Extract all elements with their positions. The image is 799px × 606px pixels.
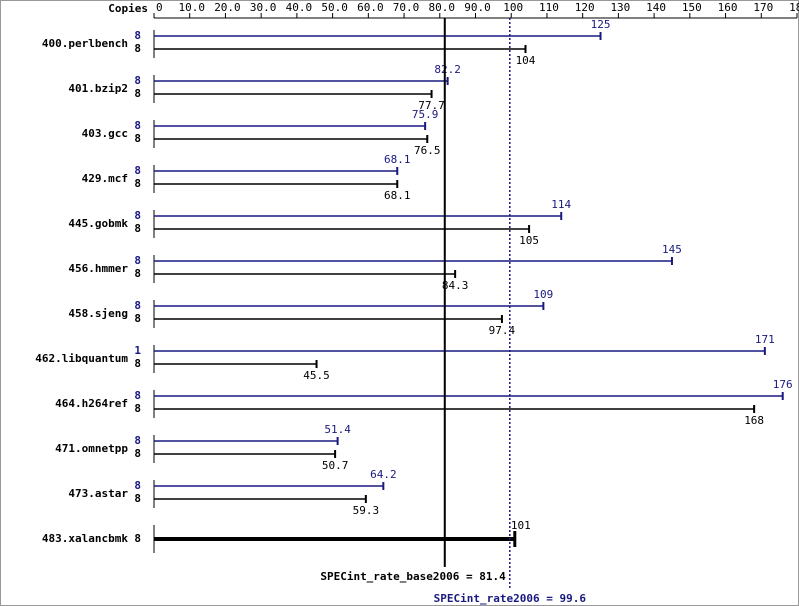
value-label: 114: [551, 198, 571, 211]
value-label: 171: [755, 333, 775, 346]
copies-label: 8: [134, 177, 141, 190]
x-tick-label: 60.0: [357, 1, 384, 14]
reference-label: SPECint_rate2006 = 99.6: [434, 592, 587, 605]
value-label: 64.2: [370, 468, 397, 481]
benchmark-label: 456.hmmer: [68, 262, 128, 275]
copies-label: 8: [134, 132, 141, 145]
x-tick-label: 30.0: [250, 1, 277, 14]
benchmark-label: 471.omnetpp: [55, 442, 128, 455]
copies-label: 8: [134, 402, 141, 415]
copies-label: 8: [134, 492, 141, 505]
copies-label: 8: [134, 299, 141, 312]
benchmark-label: 400.perlbench: [42, 37, 128, 50]
value-label: 45.5: [303, 369, 330, 382]
value-label: 145: [662, 243, 682, 256]
x-tick-label: 40.0: [286, 1, 313, 14]
x-tick-label: 20.0: [214, 1, 241, 14]
copies-label: 8: [134, 267, 141, 280]
benchmark-label: 445.gobmk: [68, 217, 128, 230]
copies-label: 8: [134, 164, 141, 177]
x-tick-label: 80.0: [429, 1, 456, 14]
value-label: 125: [591, 18, 611, 31]
benchmark-label: 483.xalancbmk: [42, 532, 128, 545]
reference-label: SPECint_rate_base2006 = 81.4: [320, 570, 506, 583]
x-tick-label: 90.0: [464, 1, 491, 14]
benchmark-label: 473.astar: [68, 487, 128, 500]
copies-label: 8: [134, 209, 141, 222]
x-tick-label: 140: [646, 1, 666, 14]
value-label: 50.7: [322, 459, 349, 472]
value-label: 101: [511, 519, 531, 532]
copies-label: 1: [134, 344, 141, 357]
x-tick-label: 120: [575, 1, 595, 14]
value-label: 109: [533, 288, 553, 301]
copies-label: 8: [134, 29, 141, 42]
value-label: 68.1: [384, 189, 411, 202]
copies-label: 8: [134, 479, 141, 492]
benchmark-label: 464.h264ref: [55, 397, 128, 410]
copies-label: 8: [134, 447, 141, 460]
value-label: 68.1: [384, 153, 411, 166]
copies-label: 8: [134, 87, 141, 100]
copies-label: 8: [134, 222, 141, 235]
x-tick-label: 110: [539, 1, 559, 14]
value-label: 82.2: [434, 63, 461, 76]
benchmark-label: 458.sjeng: [68, 307, 128, 320]
benchmark-label: 401.bzip2: [68, 82, 128, 95]
x-tick-label: 10.0: [178, 1, 205, 14]
x-tick-label: 150: [682, 1, 702, 14]
value-label: 51.4: [324, 423, 351, 436]
x-tick-label: 170: [753, 1, 773, 14]
copies-label: 8: [134, 254, 141, 267]
benchmark-label: 429.mcf: [82, 172, 128, 185]
value-label: 84.3: [442, 279, 469, 292]
copies-label: 8: [134, 532, 141, 545]
copies-label: 8: [134, 119, 141, 132]
copies-label: 8: [134, 42, 141, 55]
value-label: 77.7: [418, 99, 445, 112]
value-label: 97.4: [489, 324, 516, 337]
value-label: 76.5: [414, 144, 441, 157]
value-label: 176: [773, 378, 793, 391]
copies-label: 8: [134, 434, 141, 447]
x-tick-label: 0: [156, 1, 163, 14]
x-tick-label: 180: [789, 1, 799, 14]
axis-label: Copies: [108, 2, 148, 15]
value-label: 75.9: [412, 108, 439, 121]
value-label: 168: [744, 414, 764, 427]
value-label: 59.3: [353, 504, 380, 517]
benchmark-label: 403.gcc: [82, 127, 128, 140]
x-tick-label: 50.0: [321, 1, 348, 14]
copies-label: 8: [134, 357, 141, 370]
x-tick-label: 100: [503, 1, 523, 14]
x-tick-label: 130: [610, 1, 630, 14]
value-label: 104: [516, 54, 536, 67]
copies-label: 8: [134, 389, 141, 402]
x-tick-label: 160: [718, 1, 738, 14]
copies-label: 8: [134, 312, 141, 325]
benchmark-label: 462.libquantum: [35, 352, 128, 365]
x-tick-label: 70.0: [393, 1, 420, 14]
copies-label: 8: [134, 74, 141, 87]
value-label: 105: [519, 234, 539, 247]
